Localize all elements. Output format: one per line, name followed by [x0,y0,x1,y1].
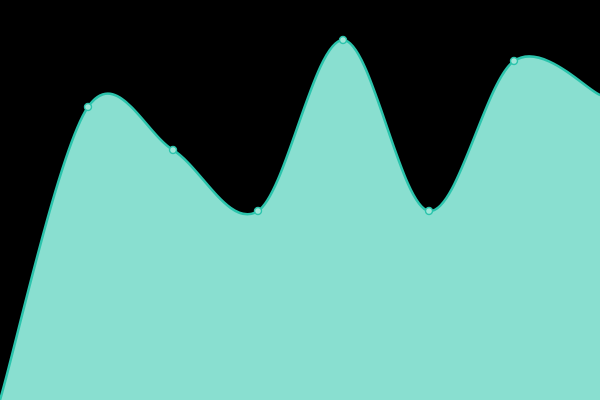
data-point-marker [83,102,93,112]
data-point-marker [338,35,348,45]
data-point-marker [424,206,434,216]
data-point-marker [509,56,519,66]
data-point-marker [168,145,178,155]
area-fill-region [0,40,600,400]
data-point-marker [253,206,263,216]
data-point-markers [83,35,519,216]
